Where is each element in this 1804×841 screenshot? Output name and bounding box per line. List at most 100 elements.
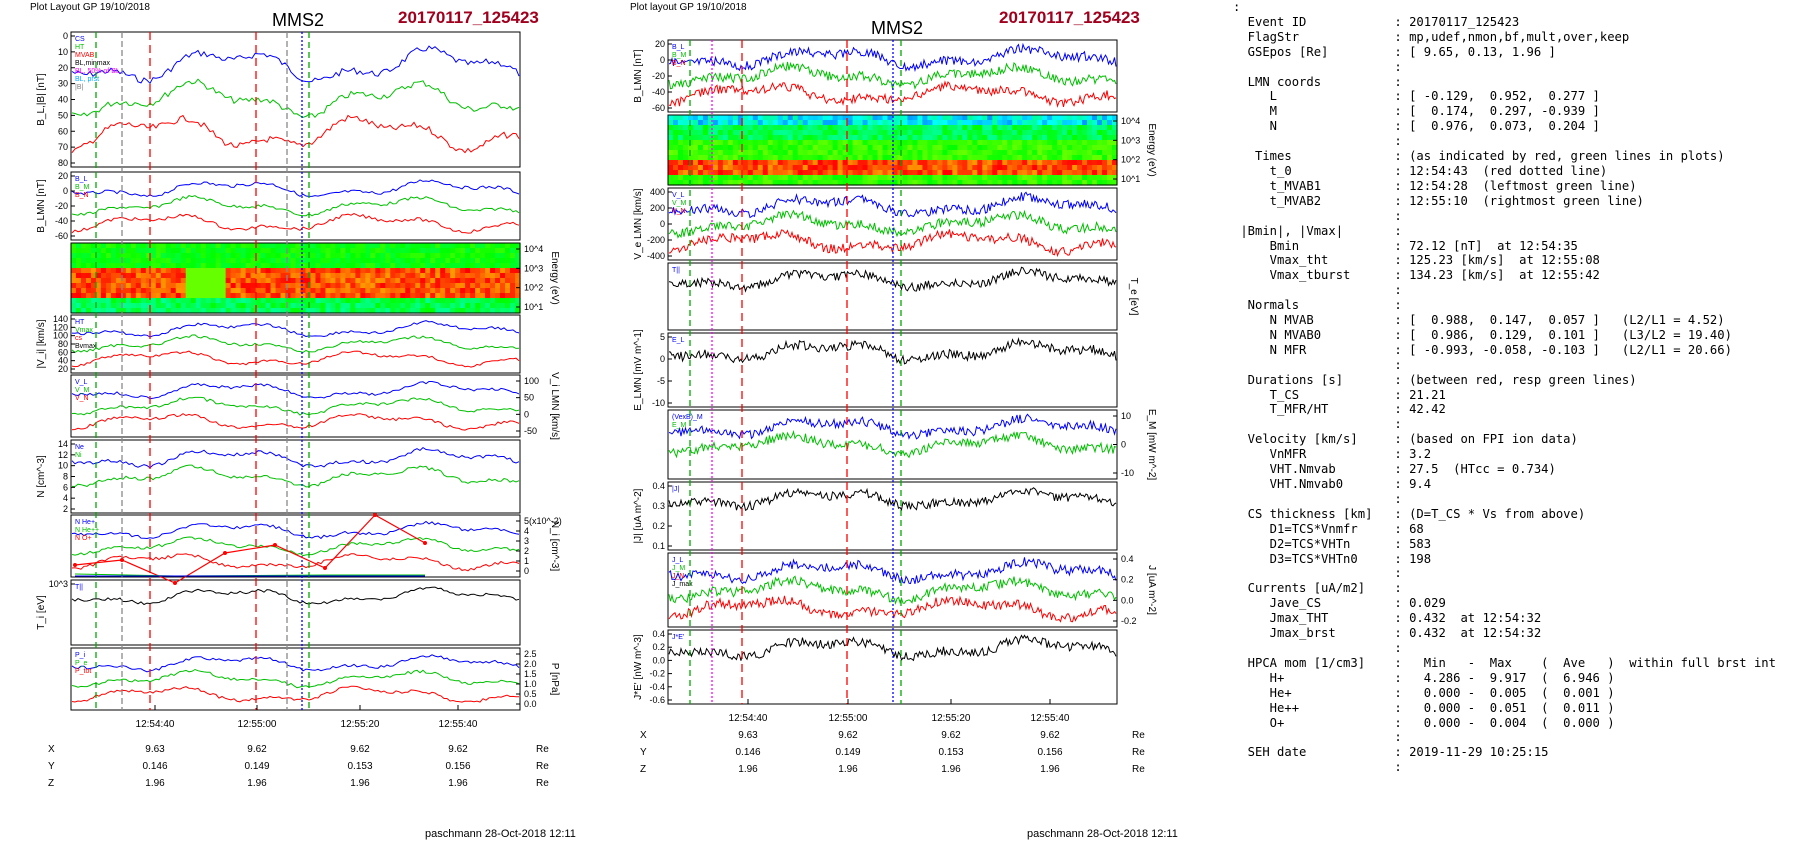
- spectro-cell: [130, 308, 137, 314]
- spectro-cell: [857, 150, 864, 156]
- spectro-cell: [345, 278, 351, 284]
- spectro-cell: [1077, 155, 1083, 161]
- trace-ht: [71, 78, 520, 118]
- legend-entry: HT: [75, 319, 85, 326]
- spectro-cell: [712, 135, 719, 141]
- spectro-cell: [480, 243, 486, 249]
- spectro-cell: [977, 115, 983, 121]
- spectro-cell: [982, 170, 988, 176]
- tick-label-right: 0.0: [1121, 595, 1134, 605]
- spectro-cell: [350, 263, 356, 269]
- spectro-cell: [390, 243, 396, 249]
- spectro-cell: [285, 258, 292, 264]
- spectro-cell: [742, 115, 749, 121]
- spectro-cell: [887, 150, 894, 156]
- spectro-cell: [205, 283, 212, 289]
- spectro-cell: [747, 125, 754, 131]
- spectro-cell: [370, 283, 376, 289]
- spectro-cell: [757, 150, 764, 156]
- ylabel-right: E_M [mW m^-2]: [1146, 409, 1157, 481]
- spectro-cell: [752, 175, 759, 181]
- spectro-cell: [752, 180, 759, 186]
- spectro-cell: [365, 258, 371, 264]
- spectro-cell: [205, 303, 212, 309]
- spectro-cell: [385, 278, 391, 284]
- spectro-cell: [445, 308, 451, 314]
- spectro-cell: [917, 180, 924, 186]
- spectro-cell: [747, 145, 754, 151]
- spectro-cell: [225, 303, 232, 309]
- spectro-cell: [465, 263, 471, 269]
- time-tick-label: 12:55:00: [238, 719, 277, 730]
- spectro-cell: [1017, 120, 1023, 126]
- spectro-cell: [872, 140, 879, 146]
- spectro-cell: [752, 125, 759, 131]
- spectro-cell: [225, 283, 232, 289]
- spectro-cell: [340, 263, 346, 269]
- spectro-cell: [435, 278, 441, 284]
- spectro-cell: [697, 155, 704, 161]
- spectro-cell: [1037, 120, 1043, 126]
- spectro-cell: [215, 293, 222, 299]
- spectro-cell: [400, 298, 406, 304]
- spectro-cell: [125, 273, 132, 279]
- spectro-cell: [832, 180, 839, 186]
- coord-value: 0.153: [347, 761, 372, 772]
- spectro-cell: [90, 293, 97, 299]
- spectro-cell: [672, 135, 679, 141]
- spectro-cell: [907, 120, 914, 126]
- spectro-cell: [1017, 150, 1023, 156]
- spectro-cell: [360, 268, 366, 274]
- spectro-cell: [927, 130, 934, 136]
- spectro-cell: [677, 175, 684, 181]
- spectro-cell: [1012, 140, 1018, 146]
- tick-label-left: 0: [660, 354, 665, 364]
- spectro-cell: [717, 145, 724, 151]
- spectro-cell: [435, 308, 441, 314]
- spectro-cell: [1087, 180, 1093, 186]
- spectro-cell: [887, 155, 894, 161]
- spectro-cell: [862, 145, 869, 151]
- spectro-cell: [927, 175, 934, 181]
- spectro-cell: [937, 180, 943, 186]
- spectro-cell: [782, 160, 789, 166]
- spectro-cell: [832, 135, 839, 141]
- spectro-cell: [320, 283, 327, 289]
- spectro-cell: [255, 273, 262, 279]
- spectro-cell: [165, 248, 172, 254]
- spectro-cell: [305, 278, 312, 284]
- spectro-cell: [360, 308, 366, 314]
- tick-label-left: 400: [650, 187, 665, 197]
- spectro-cell: [792, 160, 799, 166]
- spectro-cell: [668, 155, 674, 161]
- legend-entry: J_L: [672, 557, 683, 564]
- spectro-cell: [465, 293, 471, 299]
- spectro-cell: [807, 135, 814, 141]
- spectro-cell: [942, 170, 948, 176]
- tick-label-right: 5(x10^-2): [524, 516, 562, 526]
- panel-frame: [667, 262, 1118, 331]
- spectro-cell: [707, 165, 714, 171]
- data-point: [223, 551, 227, 555]
- spectro-cell: [912, 175, 919, 181]
- spectro-cell: [250, 273, 257, 279]
- spectro-cell: [515, 303, 521, 309]
- spectro-cell: [1002, 145, 1008, 151]
- spectro-cell: [932, 130, 938, 136]
- spectro-cell: [515, 273, 521, 279]
- spectro-cell: [697, 180, 704, 186]
- spectro-cell: [982, 130, 988, 136]
- spectro-cell: [495, 293, 501, 299]
- spectro-cell: [927, 115, 934, 121]
- spectro-cell: [385, 258, 391, 264]
- spectro-cell: [280, 278, 287, 284]
- spectro-cell: [85, 258, 92, 264]
- spectro-cell: [872, 125, 879, 131]
- spectro-cell: [300, 278, 307, 284]
- spectro-cell: [672, 115, 679, 121]
- spectro-cell: [1067, 155, 1073, 161]
- spectro-cell: [460, 268, 466, 274]
- spectro-cell: [1087, 135, 1093, 141]
- trace-t-: [668, 266, 1117, 293]
